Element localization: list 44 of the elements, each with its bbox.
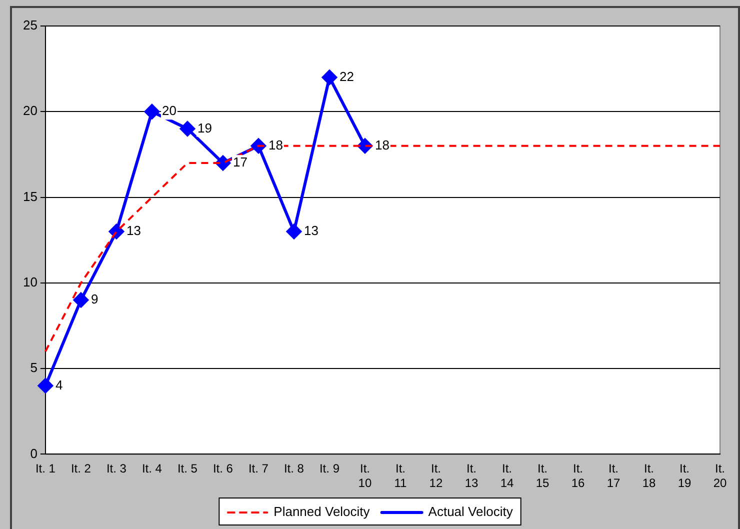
x-tick-label: It. 1	[35, 462, 56, 476]
x-tick-label: It. 4	[142, 462, 162, 476]
y-tick-label: 20	[22, 103, 38, 118]
data-label: 18	[268, 137, 283, 152]
data-label: 13	[126, 223, 141, 238]
x-tick-label: It. 3	[106, 462, 127, 476]
data-label: 4	[55, 377, 63, 392]
x-tick-label: It. 11	[394, 462, 408, 490]
x-tick-label: It. 19	[678, 462, 692, 490]
legend-label: Actual Velocity	[428, 504, 514, 520]
y-tick-label: 5	[30, 360, 38, 376]
point	[38, 378, 53, 394]
x-tick-label: It. 13	[464, 462, 478, 490]
point	[144, 104, 160, 120]
x-tick-label: It. 6	[212, 462, 234, 476]
x-tick-label: It. 14	[500, 462, 514, 490]
x-tick-label: It. 5	[177, 462, 198, 476]
x-tick-label: It. 20	[713, 462, 727, 490]
y-tick-label: 25	[22, 18, 38, 33]
point	[180, 121, 195, 136]
data-label: 19	[197, 120, 212, 136]
x-tick-label: It. 8	[284, 462, 304, 476]
point	[322, 70, 337, 85]
data-label: 18	[374, 137, 390, 152]
x-tick-label: It. 2	[70, 462, 92, 476]
point	[73, 292, 88, 308]
y-tick-label: 10	[22, 274, 38, 290]
y-tick-label: 0	[30, 446, 38, 461]
data-label: 13	[304, 223, 318, 238]
data-label: 22	[339, 68, 354, 84]
x-tick-label: It. 15	[536, 462, 550, 490]
data-label: 9	[90, 292, 98, 307]
data-label: 17	[232, 154, 248, 170]
y-tick-label: 15	[22, 188, 38, 204]
x-tick-label: It. 9	[319, 462, 340, 476]
x-tick-label: It. 7	[248, 462, 269, 476]
x-tick-label: It. 12	[429, 462, 443, 490]
data-label: 20	[162, 103, 176, 118]
x-tick-label: It. 10	[358, 462, 372, 490]
x-tick-label: It. 17	[606, 462, 620, 490]
legend-label: Planned Velocity	[274, 504, 370, 520]
point	[286, 224, 302, 240]
x-tick-label: It. 18	[642, 462, 656, 490]
x-tick-label: It. 16	[571, 462, 585, 490]
